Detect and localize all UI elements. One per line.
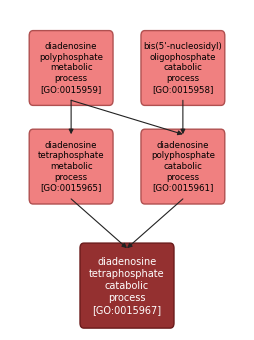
FancyBboxPatch shape (29, 31, 113, 105)
FancyBboxPatch shape (141, 31, 225, 105)
Text: diadenosine
tetraphosphate
catabolic
process
[GO:0015967]: diadenosine tetraphosphate catabolic pro… (89, 257, 165, 314)
Text: diadenosine
polyphosphate
catabolic
process
[GO:0015961]: diadenosine polyphosphate catabolic proc… (151, 141, 215, 192)
Text: diadenosine
polyphosphate
metabolic
process
[GO:0015959]: diadenosine polyphosphate metabolic proc… (39, 42, 103, 94)
FancyBboxPatch shape (141, 129, 225, 204)
Text: diadenosine
tetraphosphate
metabolic
process
[GO:0015965]: diadenosine tetraphosphate metabolic pro… (38, 141, 104, 192)
Text: bis(5'-nucleosidyl)
oligophosphate
catabolic
process
[GO:0015958]: bis(5'-nucleosidyl) oligophosphate catab… (144, 42, 222, 94)
FancyBboxPatch shape (80, 243, 174, 328)
FancyBboxPatch shape (29, 129, 113, 204)
